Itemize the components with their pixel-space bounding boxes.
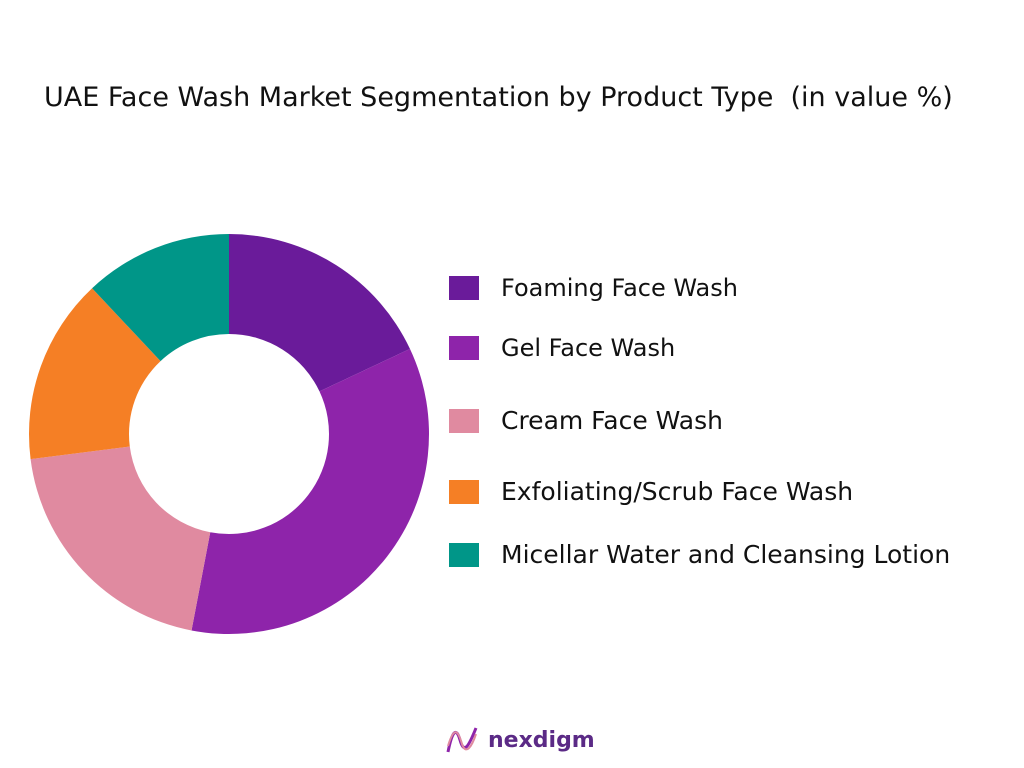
chart bbox=[29, 234, 430, 634]
logo-text: nexdigm bbox=[488, 727, 595, 753]
donut-slice bbox=[30, 446, 211, 631]
donut-slice bbox=[191, 348, 430, 634]
legend-label: Foaming Face Wash bbox=[501, 274, 738, 302]
legend-swatch bbox=[449, 480, 479, 504]
legend-swatch bbox=[449, 336, 479, 360]
donut-slice bbox=[29, 288, 161, 460]
legend-swatch bbox=[449, 276, 479, 300]
logo-icon bbox=[446, 727, 478, 753]
donut-slice bbox=[92, 234, 229, 362]
legend-swatch bbox=[449, 543, 479, 567]
legend-label: Micellar Water and Cleansing Lotion bbox=[501, 540, 951, 569]
legend-label: Gel Face Wash bbox=[501, 334, 676, 362]
donut-slice bbox=[229, 234, 410, 392]
chart-title: UAE Face Wash Market Segmentation by Pro… bbox=[44, 82, 953, 113]
legend-label: Exfoliating/Scrub Face Wash bbox=[501, 477, 854, 506]
legend-label: Cream Face Wash bbox=[501, 406, 723, 435]
logo: nexdigm bbox=[444, 722, 595, 758]
legend-swatch bbox=[449, 409, 479, 433]
